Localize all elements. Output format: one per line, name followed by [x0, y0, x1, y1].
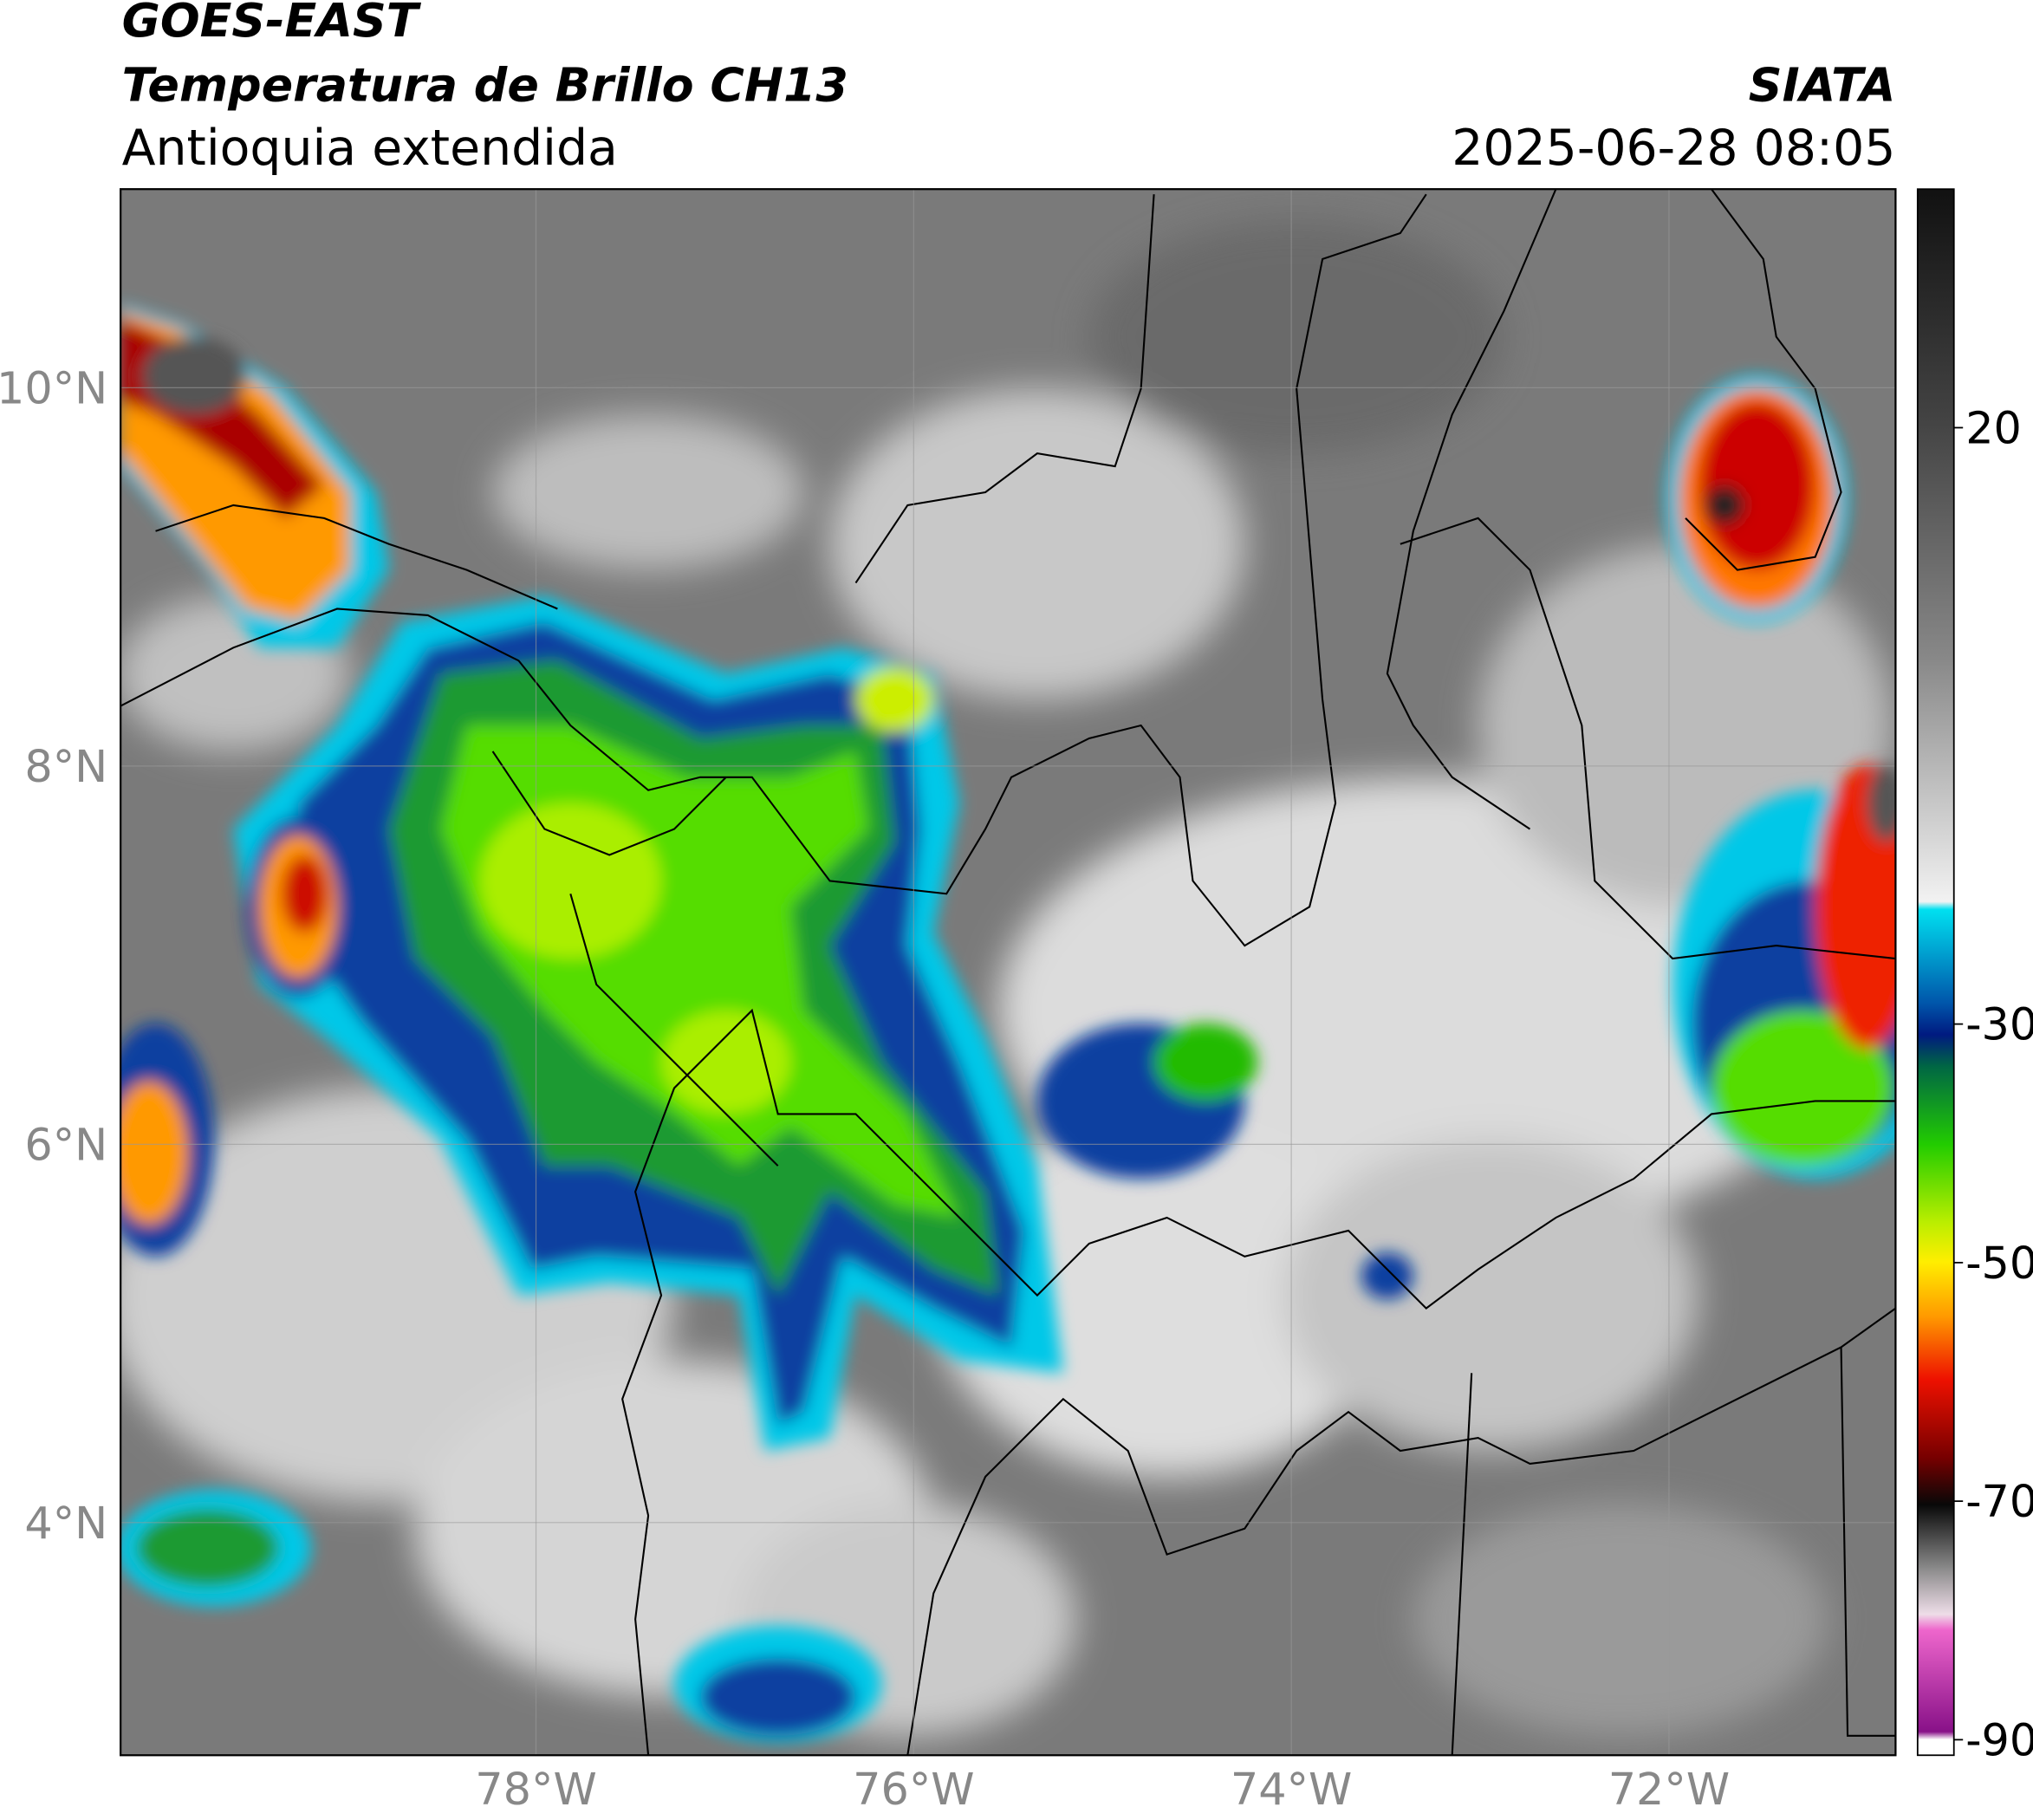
- colorbar-tick-label: -30: [1965, 999, 2033, 1050]
- product-title: Temperatura de Brillo CH13: [122, 58, 848, 113]
- x-tick-label: 74°W: [1231, 1764, 1352, 1815]
- colorbar-tick-label: -90: [1965, 1714, 2033, 1765]
- colorbar: [1916, 188, 1955, 1757]
- y-tick-label: 10°N: [0, 362, 107, 413]
- region-subtitle: Antioquia extendida: [122, 120, 618, 177]
- agency: SIATA: [1749, 58, 1896, 113]
- y-tick-label: 6°N: [24, 1119, 107, 1170]
- grid: [120, 189, 1896, 1756]
- map-frame: [120, 188, 1897, 1757]
- satellite-image: [120, 189, 1896, 1756]
- colorbar-ticks: 20 -30 -50 -70 -90: [1953, 402, 2033, 1765]
- x-tick-label: 78°W: [475, 1764, 596, 1815]
- colorbar-tick-label: 20: [1965, 402, 2022, 453]
- datetime: 2025-06-28 08:05: [1452, 120, 1895, 177]
- convection: [120, 304, 1896, 1743]
- y-tick-label: 4°N: [24, 1498, 107, 1549]
- x-tick-label: 72°W: [1608, 1764, 1730, 1815]
- y-tick-label: 8°N: [24, 741, 107, 792]
- ticks: 78°W 76°W 74°W 72°W 4°N 6°N 8°N 10°N: [0, 362, 1730, 1815]
- x-tick-label: 76°W: [853, 1764, 974, 1815]
- borders: [120, 189, 1896, 1756]
- colorbar-tick-label: -50: [1965, 1238, 2033, 1289]
- satellite-title: GOES-EAST: [122, 0, 422, 48]
- colorbar-tick-label: -70: [1965, 1476, 2033, 1527]
